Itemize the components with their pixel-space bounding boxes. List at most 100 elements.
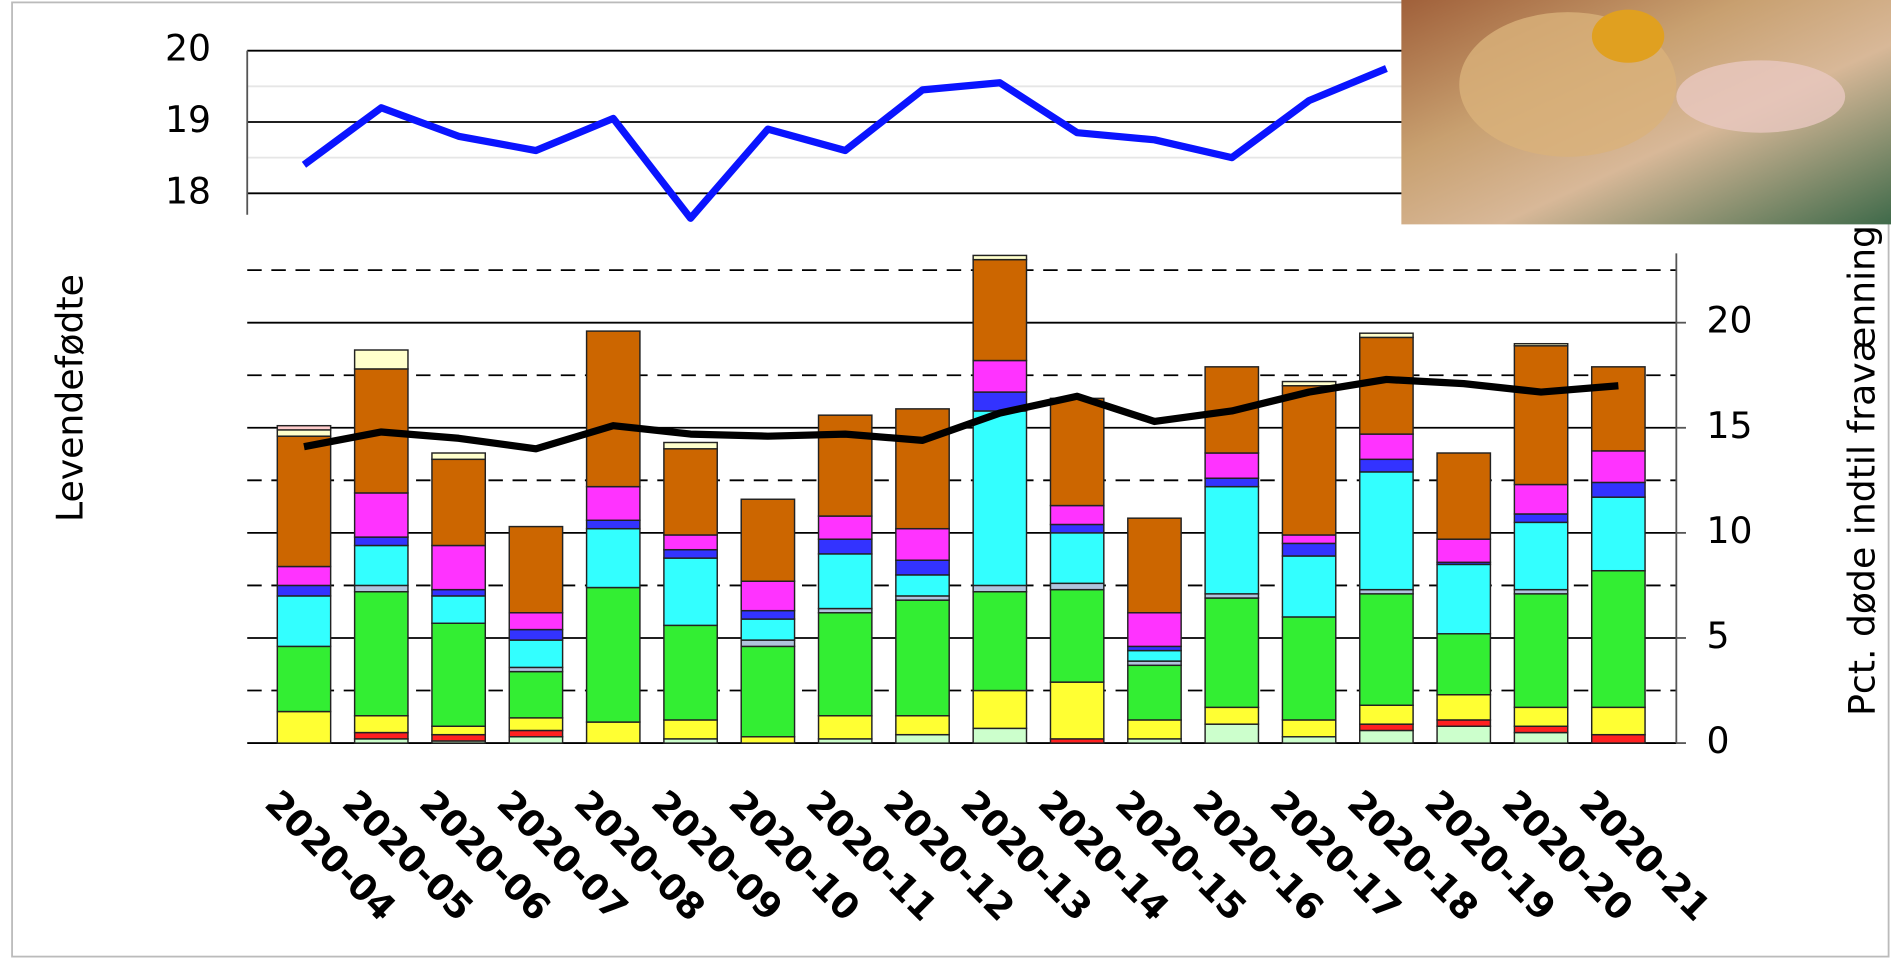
bar-segment	[1590, 496, 1646, 572]
bar-segment	[1359, 704, 1414, 725]
bar-segment	[740, 609, 796, 620]
bar-segment	[972, 727, 1028, 744]
bar-segment	[431, 452, 487, 461]
photo-detail	[1591, 9, 1665, 63]
bar-segment	[972, 254, 1028, 261]
bar-segment	[276, 584, 332, 597]
bar-segment	[1513, 706, 1569, 727]
bar-segment	[1204, 597, 1260, 709]
bar-segment	[585, 485, 641, 521]
bar-segment	[1281, 385, 1337, 536]
y2-tick-label: 15	[1706, 404, 1752, 447]
bar-segment	[1436, 538, 1492, 564]
bar-segment	[895, 599, 950, 717]
bar-segment	[276, 595, 332, 648]
bar-segment	[431, 622, 487, 727]
bar-segment	[663, 548, 718, 559]
y2-axis-label: Pct. døde indtil fravænning	[1840, 225, 1883, 716]
bar-segment	[1513, 342, 1569, 347]
bar-segment	[1281, 555, 1337, 618]
bar-segment	[508, 628, 564, 641]
bar-segment	[1590, 481, 1646, 498]
bar-segment	[431, 544, 487, 591]
bar-segment	[1436, 725, 1492, 744]
bar-segment	[508, 639, 564, 669]
bar-segment	[1204, 723, 1260, 744]
y2-tick-label: 10	[1706, 509, 1752, 552]
bar-segment	[1513, 725, 1569, 734]
bar-segment	[508, 525, 564, 614]
bar-segment	[1513, 521, 1569, 591]
bar-segment	[585, 519, 641, 530]
bar-segment	[508, 670, 564, 719]
bar-segment	[663, 557, 718, 627]
bar-segment	[1127, 719, 1182, 740]
bar-segment	[1049, 588, 1105, 683]
frame	[11, 1, 1890, 958]
bar-segment	[663, 448, 718, 536]
bar-segment	[740, 639, 796, 648]
bar-segment	[1204, 485, 1260, 595]
bar-segment	[585, 721, 641, 744]
bar-segment	[1436, 694, 1492, 721]
bar-segment	[508, 612, 564, 631]
bar-segment	[1436, 719, 1492, 727]
bar-segment	[1127, 664, 1182, 721]
plot-area: 181920051015202020-042020-052020-062020-…	[165, 27, 1752, 930]
bar-segment	[740, 618, 796, 641]
bar-segment	[1513, 513, 1569, 524]
bar-segment	[508, 736, 564, 744]
bar-segment	[353, 544, 409, 587]
bar-segment	[817, 538, 873, 555]
bar-segment	[972, 359, 1028, 393]
bar-segment	[1590, 706, 1646, 736]
bar-segment	[972, 584, 1028, 593]
bar-segment	[817, 715, 873, 740]
bar-segment	[1281, 380, 1337, 387]
bar-segment	[1127, 612, 1182, 648]
bar-segment	[1127, 649, 1182, 662]
bar-segment	[431, 595, 487, 624]
y2-tick-label: 0	[1706, 719, 1729, 762]
bar-segment	[895, 733, 950, 744]
bar-segment	[972, 591, 1028, 692]
bar-segment	[431, 725, 487, 736]
bar-segment	[353, 731, 409, 740]
bar-segment	[431, 733, 487, 742]
bar-segment	[817, 515, 873, 540]
y2-tick-label: 20	[1706, 299, 1752, 342]
bar-segment	[972, 689, 1028, 730]
bar-segment	[1359, 332, 1414, 339]
y-tick-label: 18	[165, 169, 211, 212]
bar-segment	[663, 441, 718, 450]
bar-segment	[276, 710, 332, 744]
y-axis-label: Levendefødte	[48, 274, 91, 522]
bar-segment	[1513, 483, 1569, 515]
bar-segment	[1590, 366, 1646, 452]
bar-segment	[895, 559, 950, 576]
bar-segment	[276, 429, 332, 437]
bar-segment	[817, 414, 873, 517]
bar-segment	[1590, 733, 1646, 744]
bar-segment	[276, 424, 332, 431]
bar-segment	[353, 349, 409, 370]
bar-segment	[1359, 458, 1414, 473]
bar-segment	[1049, 681, 1105, 740]
bar-segment	[1513, 345, 1569, 486]
bar-segment	[508, 717, 564, 732]
bar-segment	[663, 534, 718, 551]
bar-segment	[1204, 452, 1260, 479]
bar-segment	[276, 645, 332, 713]
bar-segment	[1049, 397, 1105, 507]
bar-segment	[353, 536, 409, 547]
y2-tick-label: 5	[1706, 614, 1729, 657]
bar-segment	[1513, 731, 1569, 744]
y-tick-label: 19	[165, 98, 211, 141]
bar-segment	[972, 258, 1028, 362]
line	[303, 375, 1619, 453]
bar-segment	[895, 715, 950, 736]
bar-segment	[1127, 517, 1182, 614]
bar-segment	[817, 553, 873, 610]
bar-segment	[1513, 593, 1569, 709]
